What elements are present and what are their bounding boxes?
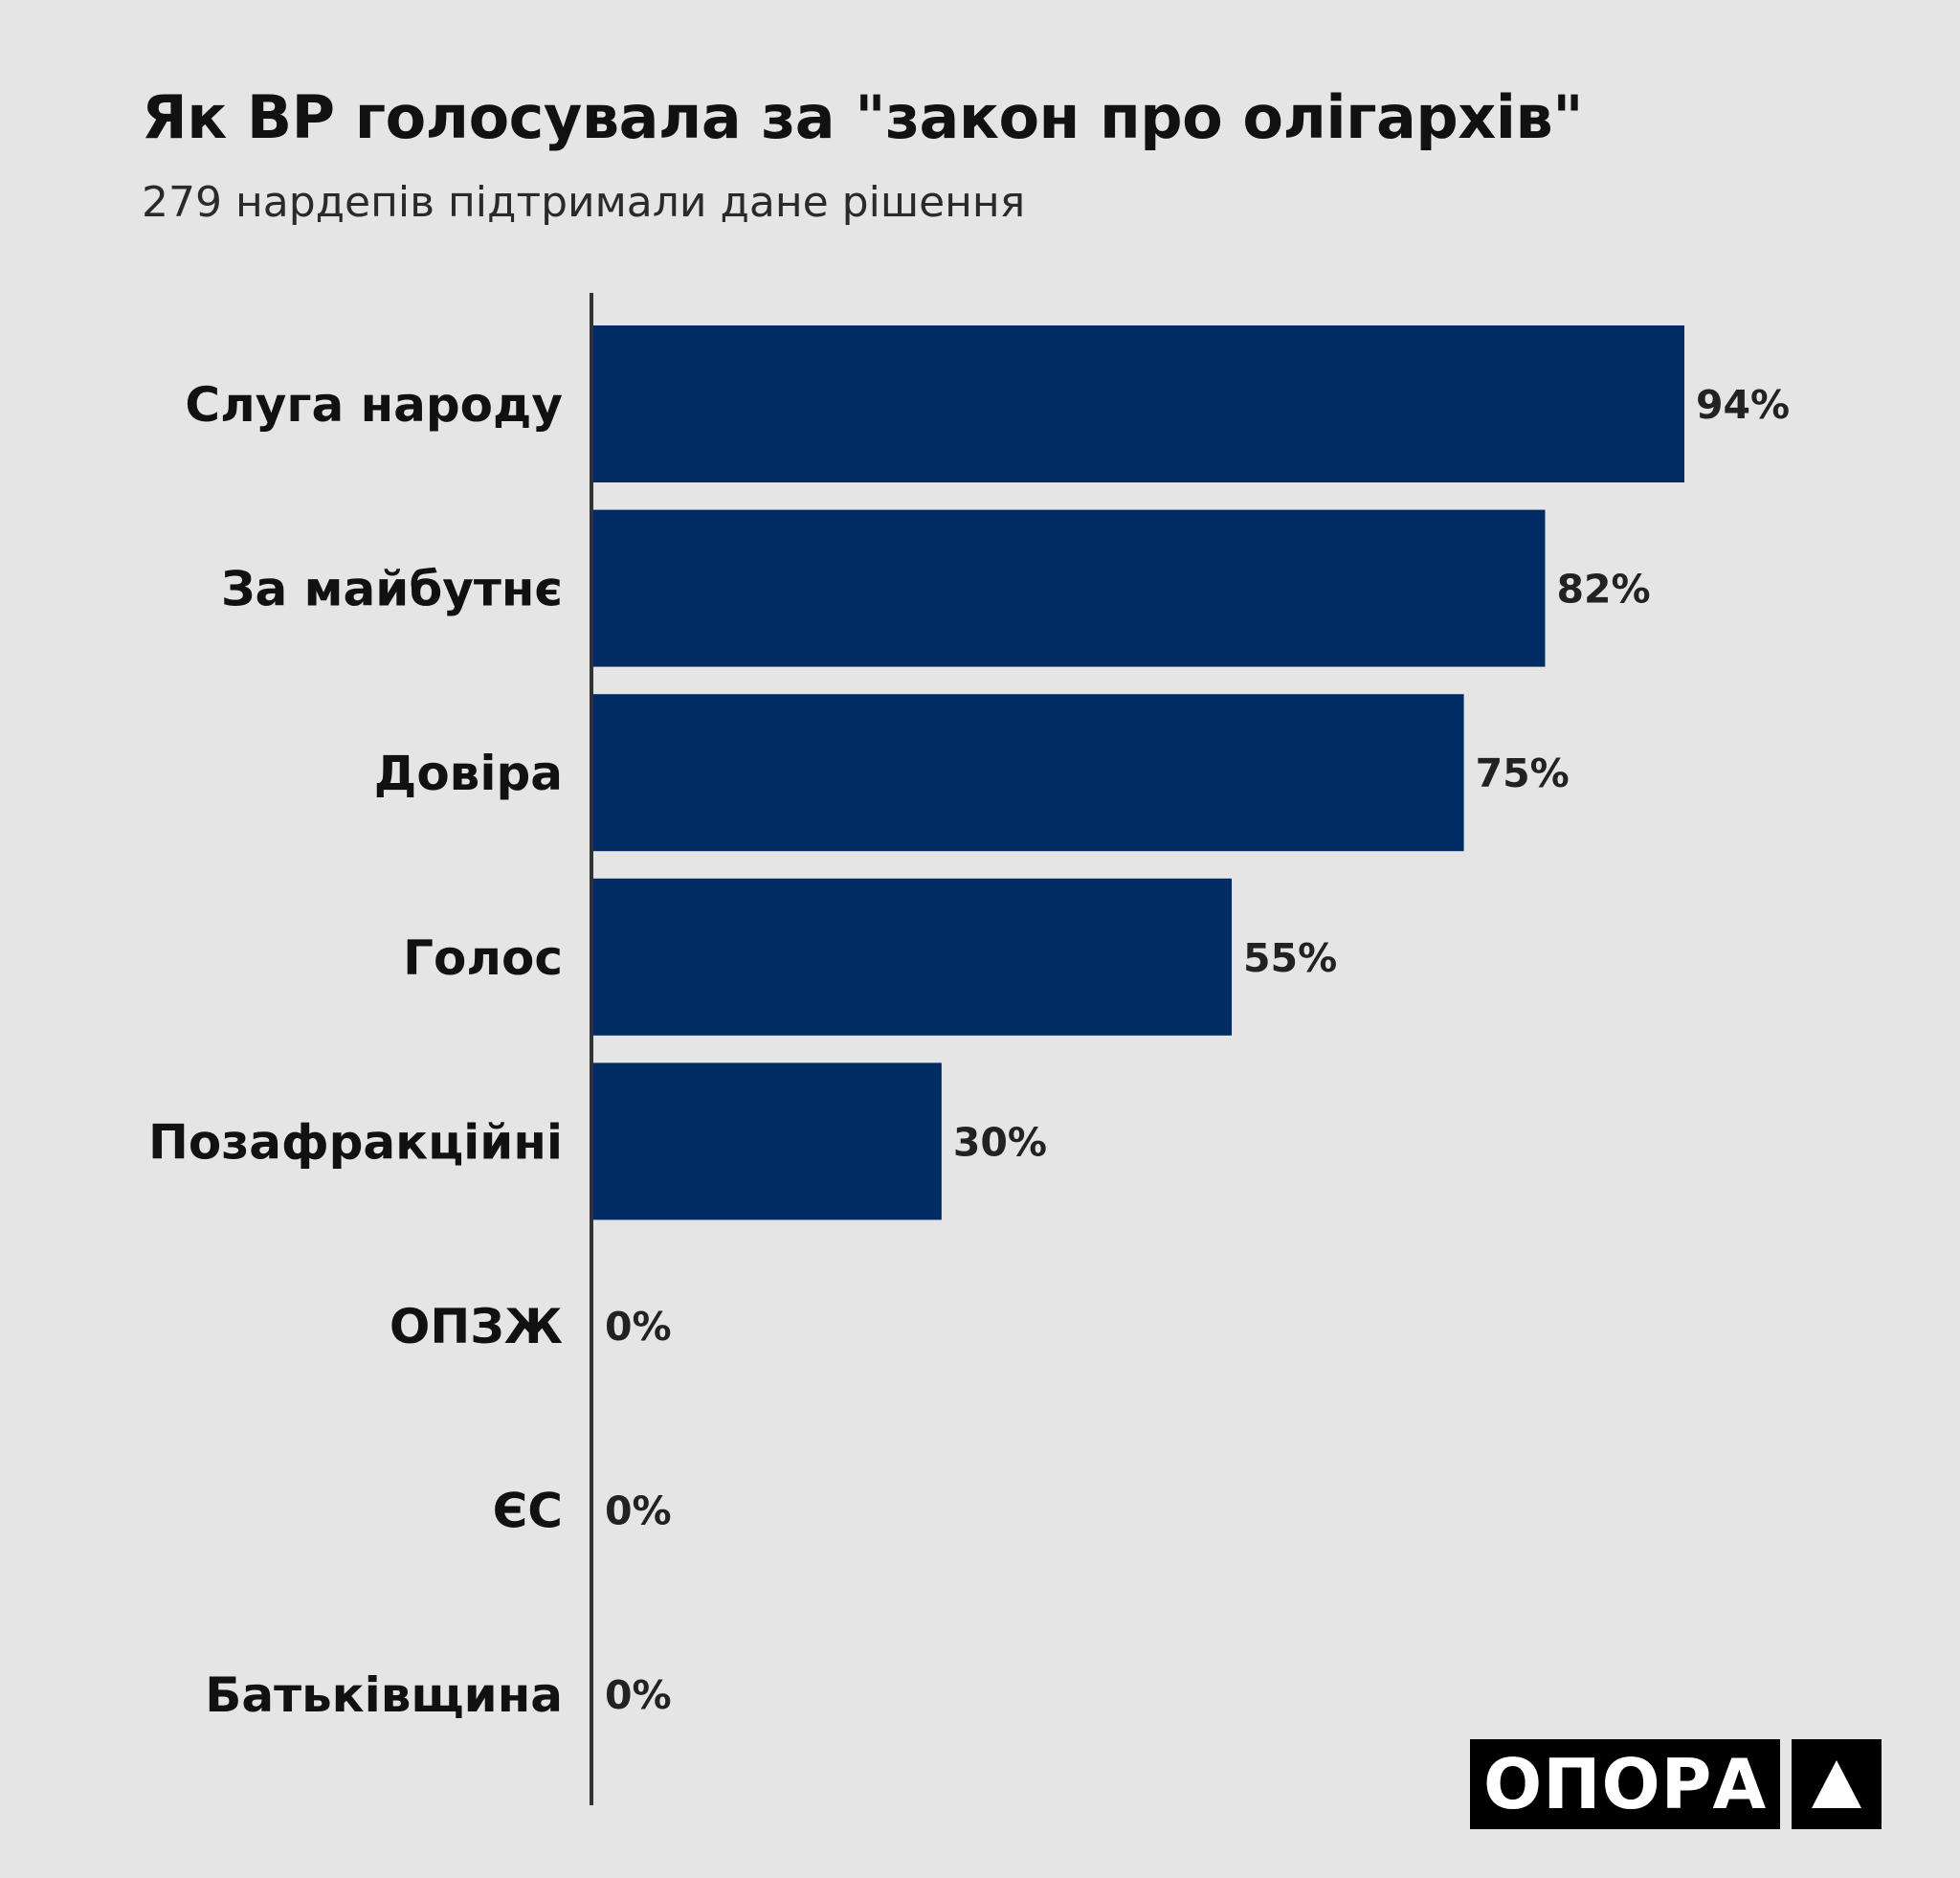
bar-2 (593, 694, 1464, 852)
opora-logo: ОПОРА (1470, 1739, 1882, 1829)
category-label: Позафракційні (148, 1114, 563, 1170)
chart-title: Як ВР голосувала за "закон про олігархів… (142, 82, 1584, 152)
value-label: 0% (605, 1672, 672, 1718)
value-label: 55% (1243, 935, 1337, 981)
chart-subtitle: 279 нардепів підтримали дане рішення (142, 178, 1026, 227)
logo-wordmark: ОПОРА (1470, 1739, 1781, 1829)
value-label: 82% (1556, 567, 1650, 613)
value-label: 75% (1476, 750, 1570, 796)
value-label: 94% (1696, 382, 1790, 428)
value-label: 0% (605, 1304, 672, 1350)
bar-1 (593, 509, 1546, 667)
value-label: 0% (605, 1488, 672, 1534)
category-label: Батьківщина (205, 1667, 563, 1723)
value-label: 30% (953, 1119, 1047, 1165)
triangle-icon (1792, 1739, 1882, 1829)
labels-group: Слуга народу 94% За майбутнє 82% Довіра 75% Го… (148, 377, 1790, 1723)
bars-group (593, 325, 1684, 1220)
category-label: Довіра (374, 746, 563, 801)
category-label: Голос (403, 930, 563, 986)
bar-3 (593, 878, 1233, 1036)
category-label: ЄС (493, 1484, 563, 1539)
bar-4 (593, 1062, 942, 1220)
category-label: За майбутнє (221, 562, 563, 617)
category-label: Слуга народу (185, 377, 563, 433)
category-label: ОПЗЖ (390, 1299, 563, 1354)
bar-0 (593, 325, 1684, 482)
